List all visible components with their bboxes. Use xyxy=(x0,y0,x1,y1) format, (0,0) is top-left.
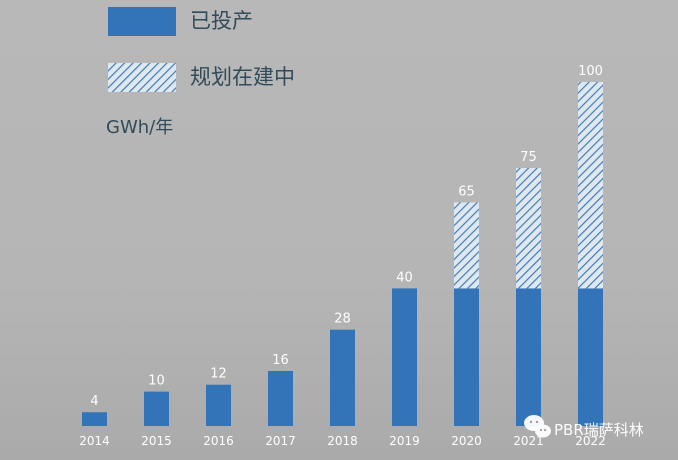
x-tick-2014: 2014 xyxy=(79,434,110,448)
data-label-2021: 75 xyxy=(520,150,537,165)
bar-produced-2015 xyxy=(144,391,169,426)
data-label-2018: 28 xyxy=(334,312,351,327)
watermark-text: PBR瑞萨科林 xyxy=(554,421,644,439)
x-axis-ticks: 2014 2015 2016 2017 2018 2019 2020 2021 2022 xyxy=(79,434,606,448)
data-label-2019: 40 xyxy=(396,270,413,285)
legend-planned-swatch xyxy=(108,63,176,92)
bars-layer xyxy=(82,82,603,426)
bar-planned-2020 xyxy=(454,202,479,289)
bar-produced-2019 xyxy=(392,288,417,426)
x-tick-2017: 2017 xyxy=(265,434,296,448)
bar-produced-2018 xyxy=(330,329,355,426)
data-label-2014: 4 xyxy=(90,394,98,409)
data-label-2020: 65 xyxy=(458,184,475,199)
bar-planned-2022 xyxy=(578,82,603,289)
bar-produced-2021 xyxy=(516,288,541,426)
y-axis-unit-label: GWh/年 xyxy=(106,117,173,138)
x-tick-2016: 2016 xyxy=(203,434,234,448)
wechat-icon xyxy=(524,415,551,438)
legend: 已投产 规划在建中 xyxy=(108,7,295,92)
x-tick-2021: 2021 xyxy=(513,434,544,448)
data-label-2017: 16 xyxy=(272,353,289,368)
legend-produced-swatch xyxy=(108,7,176,36)
x-tick-2019: 2019 xyxy=(389,434,420,448)
bar-produced-2017 xyxy=(268,370,293,426)
bar-produced-2016 xyxy=(206,384,231,426)
watermark: PBR瑞萨科林 xyxy=(524,415,644,439)
bar-produced-2020 xyxy=(454,288,479,426)
x-tick-2022: 2022 xyxy=(575,434,606,448)
bar-produced-2014 xyxy=(82,412,107,426)
bar-produced-2022 xyxy=(578,288,603,426)
x-tick-2015: 2015 xyxy=(141,434,172,448)
data-label-2022: 100 xyxy=(578,64,603,79)
bar-planned-2021 xyxy=(516,168,541,289)
x-tick-2018: 2018 xyxy=(327,434,358,448)
legend-planned-label: 规划在建中 xyxy=(190,65,295,89)
data-label-2016: 12 xyxy=(210,367,227,382)
x-tick-2020: 2020 xyxy=(451,434,482,448)
labels-layer: 4 10 12 16 28 40 65 75 100 xyxy=(90,64,603,409)
legend-produced-label: 已投产 xyxy=(190,9,253,33)
data-label-2015: 10 xyxy=(148,374,165,389)
